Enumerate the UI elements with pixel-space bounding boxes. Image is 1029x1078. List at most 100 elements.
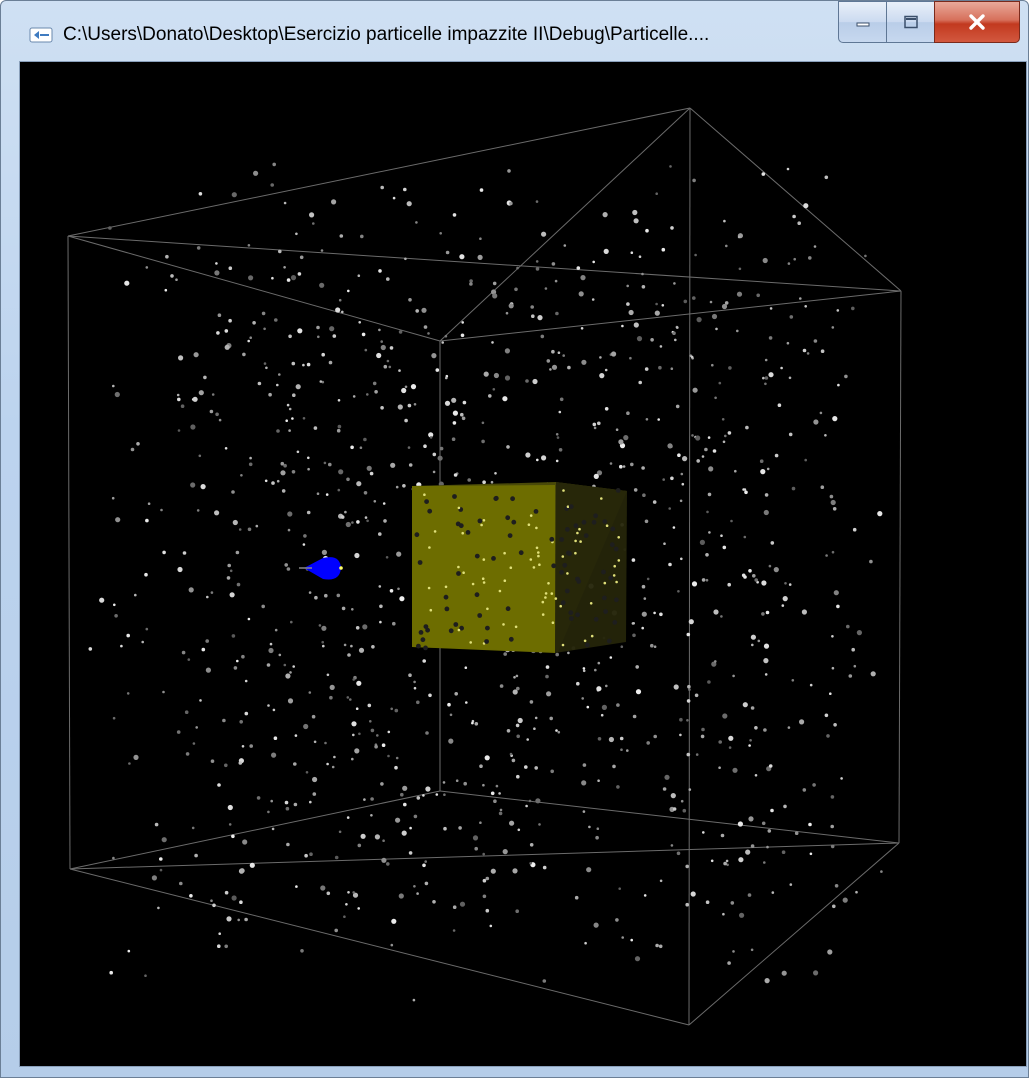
particle xyxy=(626,284,629,288)
particle xyxy=(370,814,373,817)
particle xyxy=(749,739,752,742)
particle xyxy=(654,310,660,316)
minimize-button[interactable] xyxy=(838,1,886,43)
particle xyxy=(659,879,663,883)
particle xyxy=(224,329,229,333)
particle xyxy=(635,689,642,695)
cube-particle xyxy=(416,643,421,649)
particle xyxy=(597,661,601,665)
particle xyxy=(766,845,769,849)
window-title: C:\Users\Donato\Desktop\Esercizio partic… xyxy=(63,24,710,45)
particle xyxy=(154,822,159,827)
particle xyxy=(596,827,600,830)
particle xyxy=(645,418,649,421)
particle xyxy=(109,970,113,975)
particle xyxy=(836,309,840,312)
particle xyxy=(679,733,682,737)
particle xyxy=(489,924,493,928)
particle xyxy=(319,282,325,288)
particle xyxy=(482,480,486,485)
particle xyxy=(422,794,425,797)
cube-particle xyxy=(529,558,533,561)
cube-particle xyxy=(493,496,499,501)
particle xyxy=(210,591,214,594)
particle xyxy=(673,684,679,690)
cube-particle xyxy=(615,580,618,584)
particle xyxy=(732,767,738,773)
particle xyxy=(278,373,281,376)
particle xyxy=(370,728,375,733)
particle xyxy=(176,393,180,397)
particle xyxy=(515,723,520,728)
particle xyxy=(205,667,211,673)
cube-particle xyxy=(503,551,506,555)
maximize-button[interactable] xyxy=(886,1,934,43)
particle xyxy=(283,463,287,468)
particle xyxy=(745,849,751,855)
particle xyxy=(488,394,492,398)
particle xyxy=(394,765,398,770)
particle xyxy=(274,318,278,322)
particle xyxy=(296,450,300,454)
particle xyxy=(404,385,408,389)
particle xyxy=(632,633,636,638)
particle xyxy=(347,891,350,894)
particle xyxy=(398,369,401,372)
particle xyxy=(820,349,825,354)
particle xyxy=(592,422,597,427)
cube-particle xyxy=(448,628,454,634)
particle xyxy=(395,817,401,823)
particle xyxy=(285,419,289,423)
particle xyxy=(551,262,556,266)
particle xyxy=(525,452,531,458)
particle xyxy=(266,663,271,667)
particle xyxy=(832,507,837,511)
title-bar[interactable]: C:\Users\Donato\Desktop\Esercizio partic… xyxy=(1,1,1028,61)
particle xyxy=(209,409,214,414)
particle xyxy=(632,209,638,216)
particle xyxy=(380,344,386,351)
particle xyxy=(452,905,457,909)
particle xyxy=(356,680,362,686)
cube-particle xyxy=(608,575,614,581)
particle xyxy=(214,270,220,276)
cube-particle xyxy=(603,581,607,585)
particle xyxy=(690,891,696,897)
particle xyxy=(195,726,198,729)
cube-particle xyxy=(461,531,465,535)
particle xyxy=(718,381,722,385)
particle xyxy=(363,491,368,495)
particle xyxy=(379,604,383,609)
particle xyxy=(493,799,497,803)
cube-particle xyxy=(507,533,513,538)
particle xyxy=(498,811,503,816)
particle xyxy=(276,479,280,483)
close-button[interactable] xyxy=(934,1,1020,43)
cube-particle xyxy=(614,597,619,603)
cube-particle xyxy=(544,596,547,599)
particle xyxy=(766,467,770,471)
particle xyxy=(813,970,819,976)
particle xyxy=(449,713,453,717)
particle xyxy=(293,762,297,766)
particle xyxy=(263,327,266,331)
particle xyxy=(515,674,519,678)
cube-particle xyxy=(617,536,620,539)
particle xyxy=(134,593,137,597)
opengl-viewport[interactable] xyxy=(19,61,1027,1067)
particle xyxy=(386,277,390,281)
cube-particle xyxy=(609,542,615,548)
particle xyxy=(595,835,599,840)
particle xyxy=(390,707,394,711)
particle xyxy=(641,272,644,276)
particle xyxy=(797,221,801,225)
particle xyxy=(210,899,213,902)
particle xyxy=(453,473,458,477)
particle xyxy=(534,766,538,770)
particle xyxy=(295,384,301,390)
particle xyxy=(401,830,407,836)
particle xyxy=(788,583,792,586)
cube-particle xyxy=(603,609,608,614)
particle xyxy=(783,804,787,809)
particle xyxy=(337,399,341,402)
